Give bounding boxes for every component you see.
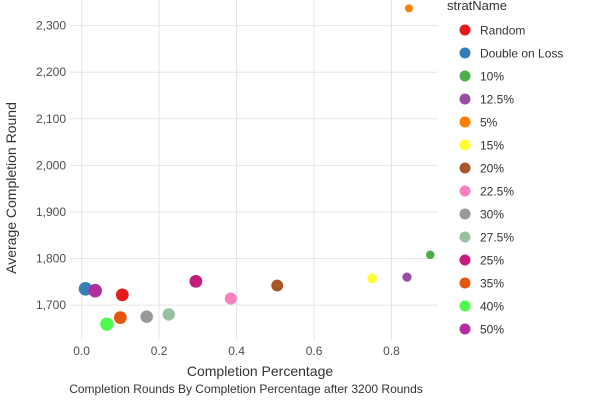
legend-label: 20%	[480, 162, 504, 176]
legend-swatch	[459, 208, 471, 220]
legend-swatch	[459, 162, 471, 174]
legend-swatch	[459, 47, 471, 59]
legend-label: Double on Loss	[480, 47, 563, 61]
legend-label: 27.5%	[480, 231, 514, 245]
x-tick-label: 0.8	[383, 344, 400, 358]
legend-swatch	[459, 254, 471, 266]
legend-label: 15%	[480, 139, 504, 153]
data-point	[115, 288, 129, 302]
legend-label: 35%	[480, 277, 504, 291]
data-point	[425, 250, 435, 260]
legend-label: 10%	[480, 70, 504, 84]
data-point	[162, 308, 175, 321]
data-point	[100, 317, 114, 331]
y-tick-label: 2,200	[36, 65, 66, 79]
data-points	[78, 4, 435, 331]
y-tick-label: 2,000	[36, 158, 66, 172]
x-axis-title: Completion Percentage	[187, 363, 334, 379]
legend-swatch	[459, 323, 471, 335]
legend: stratName Random Double on Loss 10% 12.5% 5%…	[447, 0, 563, 337]
data-point	[88, 283, 102, 298]
legend-swatch	[459, 116, 471, 128]
legend-swatch	[459, 300, 471, 312]
tick-labels: 0.0 0.2 0.4 0.6 0.8 1,700 1,800 1,900 2,000 2,100…	[36, 19, 400, 358]
legend-swatch	[459, 24, 471, 36]
legend-swatch	[459, 185, 471, 197]
data-point	[113, 311, 127, 325]
data-point	[271, 279, 284, 292]
legend-swatch	[459, 93, 471, 105]
y-tick-label: 1,700	[36, 298, 66, 312]
legend-swatch	[459, 70, 471, 82]
x-tick-label: 0.2	[151, 344, 168, 358]
data-point	[404, 4, 413, 13]
x-tick-label: 0.4	[228, 344, 245, 358]
data-point	[402, 272, 412, 282]
legend-label: 25%	[480, 254, 504, 268]
legend-label: 30%	[480, 208, 504, 222]
grid	[70, 0, 438, 340]
legend-label: 5%	[480, 116, 498, 130]
data-point	[140, 310, 153, 323]
y-axis-title: Average Completion Round	[3, 102, 19, 274]
legend-swatch	[459, 139, 471, 151]
legend-label: 40%	[480, 300, 504, 314]
data-point	[189, 274, 203, 288]
y-tick-label: 1,800	[36, 251, 66, 265]
legend-swatch	[459, 277, 471, 289]
data-point	[367, 273, 378, 284]
legend-swatch	[459, 231, 471, 243]
legend-title: stratName	[447, 0, 507, 13]
x-tick-label: 0.6	[306, 344, 323, 358]
legend-label: 12.5%	[480, 93, 514, 107]
y-tick-label: 2,100	[36, 112, 66, 126]
chart-caption: Completion Rounds By Completion Percenta…	[69, 382, 423, 396]
legend-label: 22.5%	[480, 185, 514, 199]
legend-label: Random	[480, 24, 525, 38]
y-tick-label: 2,300	[36, 19, 66, 33]
x-tick-label: 0.0	[73, 344, 90, 358]
data-point	[224, 292, 237, 305]
y-tick-label: 1,900	[36, 205, 66, 219]
legend-label: 50%	[480, 323, 504, 337]
